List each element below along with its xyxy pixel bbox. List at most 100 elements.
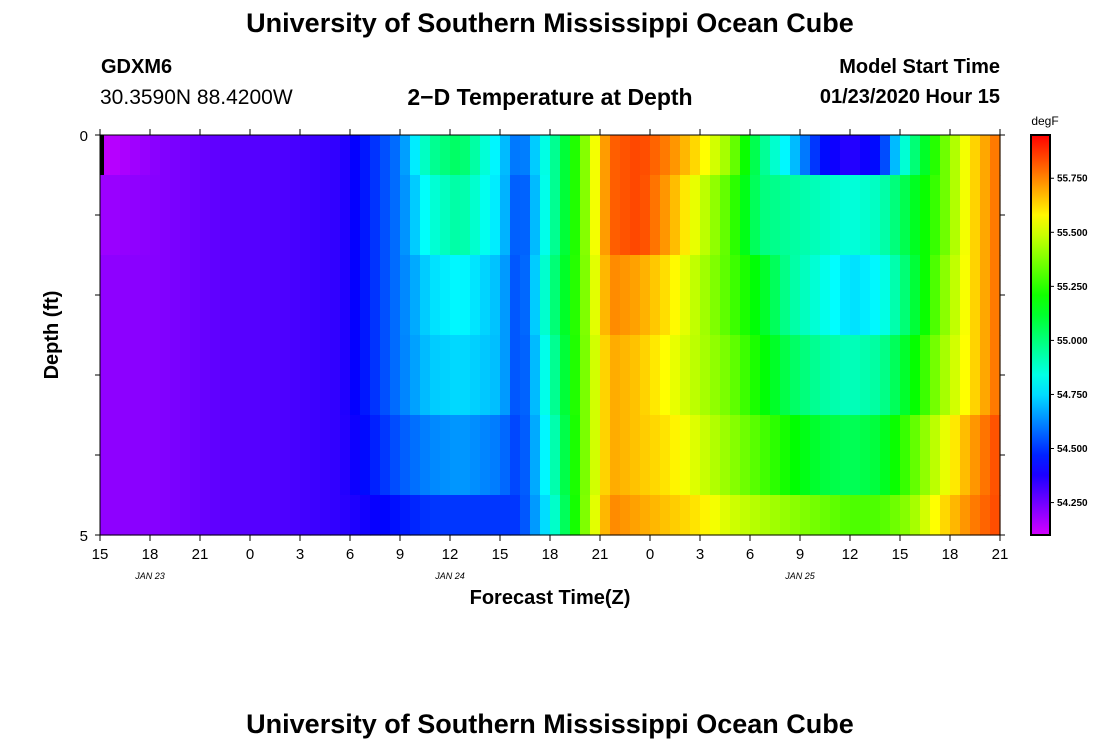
heatmap-cell <box>340 255 351 336</box>
heatmap-cell <box>410 335 421 416</box>
colorbar-scale <box>1030 134 1051 536</box>
heatmap-cell <box>750 415 761 496</box>
heatmap-cell <box>250 495 261 536</box>
heatmap-cell <box>220 415 231 496</box>
heatmap-cell <box>420 135 431 176</box>
heatmap-cell <box>990 415 1001 496</box>
heatmap-cell <box>720 175 731 256</box>
heatmap-cell <box>350 175 361 256</box>
heatmap-cell <box>810 175 821 256</box>
heatmap-cell <box>360 495 371 536</box>
heatmap-cell <box>100 255 111 336</box>
colorbar-tick-label: 55.500 <box>1057 228 1088 239</box>
heatmap-cell <box>200 255 211 336</box>
heatmap-cell <box>280 415 291 496</box>
heatmap-cell <box>790 255 801 336</box>
heatmap-cell <box>800 255 811 336</box>
x-tick-label: 18 <box>542 546 559 563</box>
heatmap-cell <box>900 335 911 416</box>
heatmap-cell <box>410 135 421 176</box>
heatmap-cell <box>330 415 341 496</box>
model-start-label: Model Start Time <box>839 56 1000 78</box>
heatmap-cell <box>140 135 151 176</box>
heatmap-cell <box>170 175 181 256</box>
heatmap-cell <box>580 415 591 496</box>
heatmap-cell <box>700 335 711 416</box>
y-axis-label: Depth (ft) <box>41 291 63 380</box>
heatmap-cell <box>560 175 571 256</box>
heatmap-cell <box>660 495 671 536</box>
heatmap-cell <box>610 495 621 536</box>
x-tick-label: 9 <box>796 546 804 563</box>
heatmap-cell <box>500 135 511 176</box>
heatmap-cell <box>450 255 461 336</box>
heatmap-cell <box>110 335 121 416</box>
heatmap-cell <box>590 335 601 416</box>
heatmap-cell <box>130 415 141 496</box>
heatmap-cell <box>910 255 921 336</box>
heatmap-cell <box>920 135 931 176</box>
heatmap-cell <box>630 335 641 416</box>
heatmap-cell <box>650 415 661 496</box>
heatmap-cell <box>380 255 391 336</box>
heatmap-cell <box>170 495 181 536</box>
heatmap-cell <box>910 335 921 416</box>
heatmap-cell <box>520 175 531 256</box>
heatmap-cell <box>340 135 351 176</box>
heatmap-cell <box>750 495 761 536</box>
heatmap-cell <box>520 415 531 496</box>
heatmap-cell <box>200 495 211 536</box>
heatmap-cell <box>460 135 471 176</box>
heatmap-cell <box>440 415 451 496</box>
heatmap-cell <box>760 255 771 336</box>
heatmap-cell <box>740 255 751 336</box>
heatmap-cell <box>980 335 991 416</box>
heatmap-cell <box>970 335 981 416</box>
heatmap-cell <box>870 415 881 496</box>
heatmap-cell <box>670 415 681 496</box>
heatmap-cell <box>140 335 151 416</box>
heatmap-cell <box>800 495 811 536</box>
heatmap-cell <box>530 415 541 496</box>
heatmap-cell <box>930 415 941 496</box>
heatmap-cell <box>570 335 581 416</box>
heatmap-cell <box>340 415 351 496</box>
heatmap-cell <box>880 255 891 336</box>
heatmap-cell <box>850 415 861 496</box>
heatmap-cell <box>580 135 591 176</box>
heatmap-cell <box>570 495 581 536</box>
heatmap-cell <box>990 495 1001 536</box>
heatmap-cell <box>840 495 851 536</box>
heatmap-cell <box>320 495 331 536</box>
heatmap-cell <box>210 495 221 536</box>
heatmap-cell <box>640 495 651 536</box>
heatmap-cell <box>460 415 471 496</box>
heatmap-cell <box>340 335 351 416</box>
heatmap-cell <box>550 135 561 176</box>
heatmap-cell <box>990 175 1001 256</box>
heatmap-cell <box>160 415 171 496</box>
heatmap-cell <box>420 175 431 256</box>
heatmap-cell <box>810 135 821 176</box>
heatmap-cell <box>700 415 711 496</box>
heatmap-cell <box>190 335 201 416</box>
heatmap-cell <box>530 255 541 336</box>
heatmap-cell <box>820 495 831 536</box>
heatmap-cell <box>350 135 361 176</box>
heatmap-cell <box>740 135 751 176</box>
heatmap-cell <box>860 135 871 176</box>
heatmap-cell <box>590 135 601 176</box>
heatmap-cell <box>250 255 261 336</box>
heatmap-cell <box>740 335 751 416</box>
x-tick-label: 0 <box>646 546 654 563</box>
heatmap-cell <box>980 415 991 496</box>
heatmap-cell <box>820 175 831 256</box>
heatmap-cell <box>230 335 241 416</box>
heatmap-cell <box>290 175 301 256</box>
heatmap-cell <box>410 415 421 496</box>
heatmap-cell <box>970 495 981 536</box>
heatmap-cell <box>900 175 911 256</box>
heatmap-cell <box>270 495 281 536</box>
heatmap-cell <box>550 415 561 496</box>
heatmap-cell <box>480 255 491 336</box>
